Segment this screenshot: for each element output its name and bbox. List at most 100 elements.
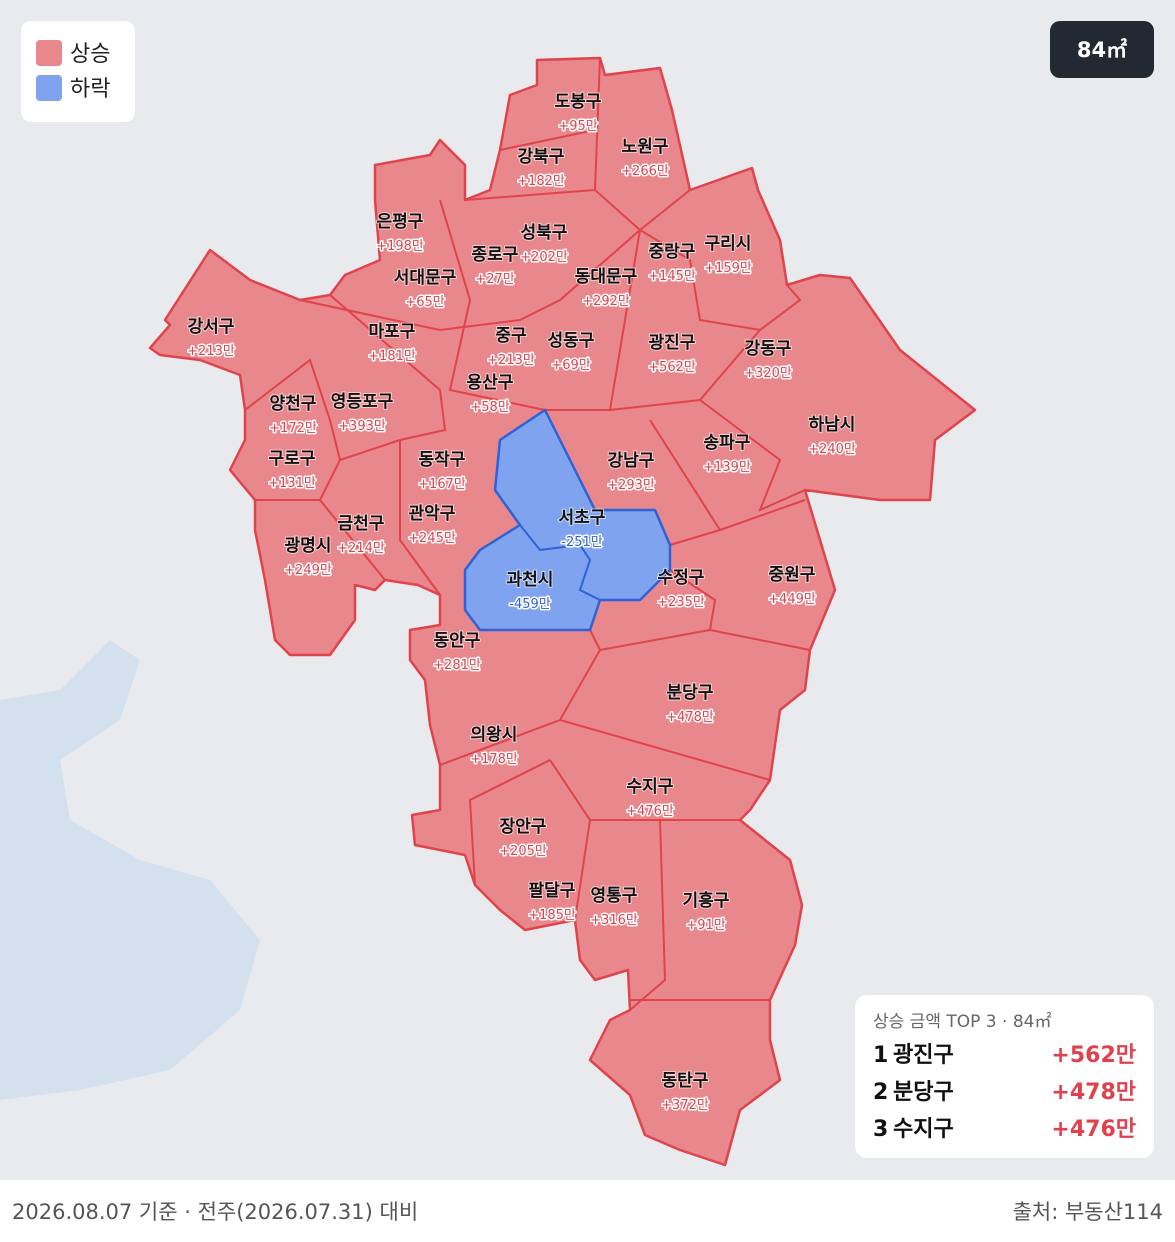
- region-change: +95만: [558, 119, 597, 134]
- footer-basis: 2026.08.07 기준 · 전주(2026.07.31) 대비: [12, 1200, 418, 1224]
- region-name: 강북구: [518, 147, 565, 167]
- region-name: 성동구: [548, 331, 595, 351]
- region-change: +213만: [187, 344, 235, 359]
- region-change: +562만: [648, 360, 696, 375]
- region-change: +316만: [590, 913, 638, 928]
- region-change: +205만: [499, 844, 547, 859]
- region-change: +372만: [661, 1098, 709, 1113]
- region-change: +245만: [408, 531, 456, 546]
- top3-box: [855, 995, 1154, 1158]
- water: [0, 640, 260, 1100]
- region-change: +185만: [528, 908, 576, 923]
- legend-up: 상승: [70, 42, 110, 67]
- region-change: +145만: [648, 269, 696, 284]
- region-change: -459만: [509, 597, 551, 612]
- region-change: +281만: [433, 658, 481, 673]
- region-name: 동작구: [419, 450, 466, 470]
- region-change: +293만: [607, 478, 655, 493]
- region-name: 중원구: [769, 565, 816, 585]
- region-change: +478만: [666, 710, 714, 725]
- region-change: +249만: [284, 563, 332, 578]
- region-name: 동대문구: [575, 267, 638, 287]
- region-name: 강남구: [608, 451, 655, 471]
- region-change: +139만: [703, 460, 751, 475]
- region-name: 의왕시: [471, 725, 518, 745]
- region-name: 영등포구: [331, 392, 394, 412]
- region-change: +214만: [337, 541, 385, 556]
- region-name: 광명시: [285, 536, 332, 556]
- region-change: +58만: [470, 400, 509, 415]
- top3-rank: 2: [873, 1080, 888, 1105]
- region-name: 도봉구: [555, 92, 602, 112]
- region-name: 동안구: [434, 631, 481, 651]
- top3-rank: 1: [873, 1043, 888, 1068]
- region-name: 구로구: [269, 449, 316, 469]
- region-name: 수지구: [627, 777, 674, 797]
- region-change: +27만: [475, 272, 514, 287]
- region-name: 노원구: [622, 137, 669, 157]
- region-name: 하남시: [809, 415, 856, 435]
- region-change: +178만: [470, 752, 518, 767]
- region-change: +91만: [686, 918, 725, 933]
- region-change: +131만: [268, 476, 316, 491]
- footer-source: 출처: 부동산114: [1013, 1200, 1163, 1224]
- region-name: 분당구: [667, 683, 714, 703]
- region-name: 기흥구: [683, 890, 730, 911]
- area-badge-text: 84㎡: [1077, 38, 1127, 62]
- region-change: +172만: [269, 421, 317, 436]
- area-badge: [1050, 21, 1154, 78]
- region-name: 장안구: [500, 817, 547, 837]
- region-change: +476만: [626, 804, 674, 819]
- region-name: 팔달구: [529, 880, 576, 901]
- region-name: 강서구: [188, 317, 235, 337]
- region-change: +167만: [418, 477, 466, 492]
- region-name: 과천시: [507, 570, 554, 590]
- region-change: +320만: [744, 366, 792, 381]
- legend-swatch-up: [36, 40, 62, 66]
- region-change: +240만: [808, 442, 856, 457]
- region-border-down: [519, 524, 601, 601]
- region-change: +159만: [704, 261, 752, 276]
- region-name: 마포구: [369, 322, 416, 342]
- region-name: 양천구: [270, 394, 317, 414]
- region-name: 서대문구: [394, 268, 457, 288]
- region-change: +235만: [657, 595, 705, 610]
- region-change: +393만: [338, 419, 386, 434]
- region-borders: [244, 57, 811, 1011]
- region-change: +69만: [551, 358, 590, 373]
- region-name: 송파구: [704, 433, 751, 453]
- region-change: +266만: [621, 164, 669, 179]
- region-name: 은평구: [377, 212, 424, 232]
- region-change: +65만: [405, 295, 444, 310]
- region-name: 중랑구: [649, 242, 696, 262]
- region-name: 구리시: [705, 234, 752, 254]
- region-down-area: [463, 408, 672, 632]
- region-change: +449만: [768, 592, 816, 607]
- top3-name: 광진구: [893, 1043, 954, 1068]
- region-change: +182만: [517, 174, 565, 189]
- top3-rows: 1 광진구 +562만 2 분당구 +478만 3 수지구 +476만: [873, 1043, 1136, 1142]
- region-change: -251만: [561, 535, 603, 550]
- region-name: 수정구: [658, 568, 705, 588]
- region-name: 성북구: [521, 223, 568, 243]
- region-name: 중구: [495, 326, 527, 346]
- region-change: +292만: [582, 294, 630, 309]
- region-name: 종로구: [472, 245, 519, 265]
- top3-change: +476만: [1051, 1117, 1136, 1142]
- legend-down: 하락: [70, 77, 110, 102]
- region-name: 관악구: [409, 504, 456, 524]
- region-change: +213만: [487, 353, 535, 368]
- region-name: 동탄구: [662, 1071, 709, 1091]
- region-name: 영통구: [591, 886, 638, 906]
- legend-swatch-down: [36, 75, 62, 101]
- top3-change: +562만: [1051, 1043, 1136, 1068]
- region-change: +181만: [368, 349, 416, 364]
- top3-rank: 3: [873, 1117, 888, 1142]
- top3-change: +478만: [1051, 1080, 1136, 1105]
- region-name: 광진구: [649, 333, 696, 353]
- top3-title: 상승 금액 TOP 3 · 84㎡: [873, 1012, 1051, 1032]
- top3-name: 수지구: [893, 1117, 954, 1142]
